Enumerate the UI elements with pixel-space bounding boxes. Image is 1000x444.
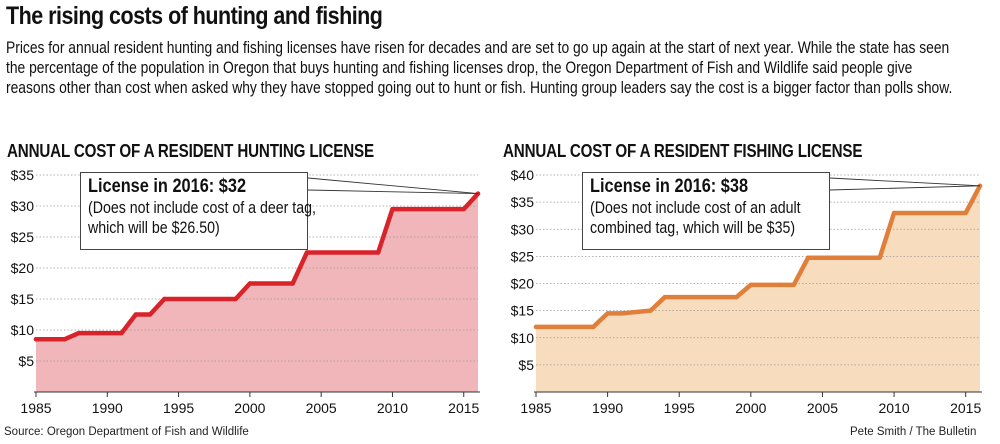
fishing-x-tick-label: 2010	[878, 400, 909, 416]
hunting-x-tick-label: 2005	[306, 400, 337, 416]
hunting-data-point	[162, 296, 167, 302]
fishing-callout-leader-bottom	[829, 185, 981, 191]
hunting-data-point	[247, 281, 253, 286]
hunting-y-tick-label: $10	[11, 322, 35, 338]
fishing-data-point	[648, 308, 653, 313]
fishing-x-tick-label: 2005	[807, 400, 838, 416]
credit-line: Pete Smith / The Bulletin	[850, 426, 977, 438]
hunting-x-tick-label: 1990	[92, 400, 123, 416]
fishing-data-point	[834, 255, 839, 260]
hunting-x-tick-label: 1995	[163, 400, 194, 416]
intro-paragraph: Prices for annual resident hunting and f…	[6, 39, 953, 97]
headline: The rising costs of hunting and fishing	[6, 2, 383, 30]
fishing-data-point	[748, 282, 754, 288]
hunting-data-point	[375, 250, 381, 255]
hunting-area-fill	[36, 193, 478, 392]
charts-canvas: $5 $10 $15 $20 $25 $30 $35 1985 1990 1995 2000 2005…	[11, 167, 983, 416]
hunting-data-point	[290, 281, 295, 286]
fishing-chart-title: ANNUAL COST OF A RESIDENT FISHING LICENS…	[503, 140, 863, 161]
fishing-callout-leader-top	[829, 177, 981, 187]
fishing-x-tick-label: 2000	[735, 400, 766, 416]
fishing-data-point	[963, 210, 968, 216]
fishing-data-point	[877, 255, 882, 260]
hunting-data-point	[33, 337, 39, 342]
hunting-chart-title: ANNUAL COST OF A RESIDENT HUNTING LICENS…	[7, 140, 374, 161]
hunting-data-point	[133, 312, 139, 317]
hunting-data-point	[233, 296, 238, 302]
fishing-y-tick-label: $15	[511, 303, 535, 319]
hunting-y-tick-label: $20	[11, 260, 35, 276]
fishing-y-tick-label: $5	[518, 357, 534, 373]
fishing-data-point	[791, 282, 797, 288]
fishing-data-point	[891, 210, 897, 216]
fishing-y-tick-label: $40	[511, 167, 535, 183]
fishing-data-point	[605, 311, 610, 316]
hunting-x-tick-label: 2000	[234, 400, 265, 416]
hunting-callout-headline: License in 2016: $32	[88, 176, 247, 197]
hunting-y-tick-label: $5	[18, 353, 34, 369]
fishing-area-fill	[536, 185, 980, 392]
fishing-y-tick-label: $25	[511, 248, 535, 264]
hunting-y-tick-label: $15	[11, 291, 35, 307]
hunting-data-point	[76, 330, 81, 336]
fishing-y-tick-label: $20	[511, 276, 535, 292]
fishing-callout-note: (Does not include cost of an adult combi…	[590, 199, 801, 237]
hunting-x-tick-label: 2010	[377, 400, 408, 416]
fishing-data-point	[533, 324, 539, 330]
hunting-data-point	[119, 330, 124, 336]
hunting-data-point	[390, 206, 395, 212]
fishing-callout-box: License in 2016: $38 (Does not include c…	[582, 172, 830, 250]
hunting-callout-box: License in 2016: $32 (Does not include c…	[80, 172, 316, 250]
hunting-y-tick-label: $25	[11, 229, 35, 245]
fishing-y-tick-label: $35	[511, 194, 535, 210]
hunting-data-point	[62, 337, 67, 342]
fishing-x-tick-label: 1990	[592, 400, 623, 416]
hunting-callout-leader-bottom	[307, 189, 479, 195]
fishing-data-point	[591, 324, 596, 330]
hunting-callout-leader-top	[307, 177, 479, 195]
hunting-y-tick-label: $35	[11, 167, 35, 183]
hunting-callout-note: (Does not include cost of a deer tag, wh…	[88, 199, 316, 237]
fishing-data-point	[777, 282, 782, 288]
fishing-y-tick-label: $10	[511, 330, 535, 346]
hunting-data-point	[147, 312, 153, 317]
hunting-x-tick-label: 1985	[20, 400, 51, 416]
fishing-y-tick-label: $30	[511, 221, 535, 237]
hunting-data-point	[461, 206, 466, 212]
fishing-data-point	[662, 294, 668, 300]
hunting-data-point	[475, 191, 481, 196]
fishing-data-point	[977, 183, 983, 189]
fishing-callout-headline: License in 2016: $38	[590, 176, 749, 197]
hunting-x-tick-label: 2015	[448, 400, 479, 416]
hunting-y-tick-label: $30	[11, 198, 35, 214]
source-note: Source: Oregon Department of Fish and Wi…	[4, 426, 249, 438]
fishing-x-tick-label: 2015	[950, 400, 981, 416]
fishing-data-point	[734, 294, 739, 300]
fishing-data-point	[619, 311, 625, 316]
fishing-x-tick-label: 1995	[664, 400, 695, 416]
fishing-x-tick-label: 1985	[520, 400, 551, 416]
fishing-series-line	[533, 183, 983, 330]
hunting-data-point	[304, 250, 310, 255]
fishing-data-point	[805, 255, 811, 260]
